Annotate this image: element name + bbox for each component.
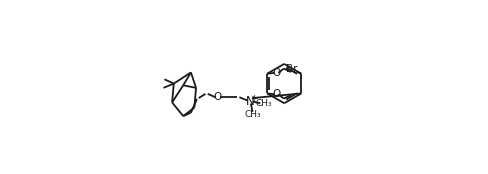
Text: O: O [213,92,222,102]
Text: +: + [250,94,258,103]
Text: Br: Br [286,64,298,74]
Text: CH₃: CH₃ [244,110,261,119]
Text: CH₃: CH₃ [255,99,272,108]
Text: N: N [245,95,254,108]
Text: O: O [272,89,281,99]
Text: O: O [272,68,281,78]
